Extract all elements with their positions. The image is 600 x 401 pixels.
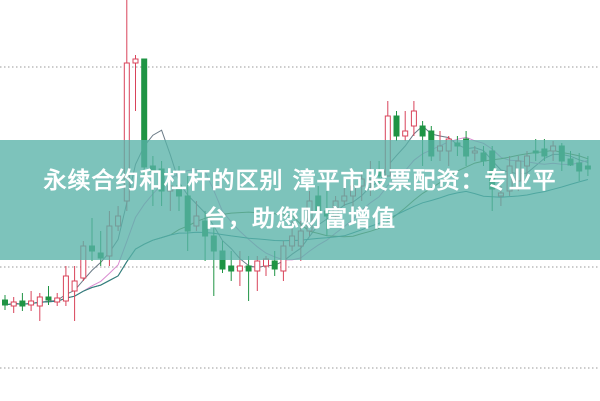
candle-up (71, 280, 78, 292)
candle-up (10, 301, 17, 307)
candle-down (2, 299, 8, 306)
candle-up (28, 300, 35, 306)
candle-down (393, 115, 400, 137)
candle-up (132, 58, 139, 64)
candle-up (236, 265, 243, 272)
candle-down (419, 125, 426, 137)
candle-up (62, 275, 69, 302)
candle-up (54, 297, 61, 303)
candle-up (254, 260, 261, 272)
candle-up (263, 258, 269, 267)
title-line-2: 台，助您财富增值 (204, 206, 396, 232)
candle-down (245, 265, 252, 272)
candle-up (36, 296, 43, 307)
candle-down (19, 300, 26, 307)
candle-up (410, 110, 417, 127)
candle-down (228, 265, 235, 272)
candle-up (402, 130, 409, 137)
candle-down (271, 260, 278, 270)
title-banner: 永续合约和杠杆的区别 漳平市股票配资：专业平 台，助您财富增值 (0, 140, 600, 260)
title-line-1: 永续合约和杠杆的区别 漳平市股票配资：专业平 (43, 168, 557, 194)
candle-down (45, 296, 52, 301)
